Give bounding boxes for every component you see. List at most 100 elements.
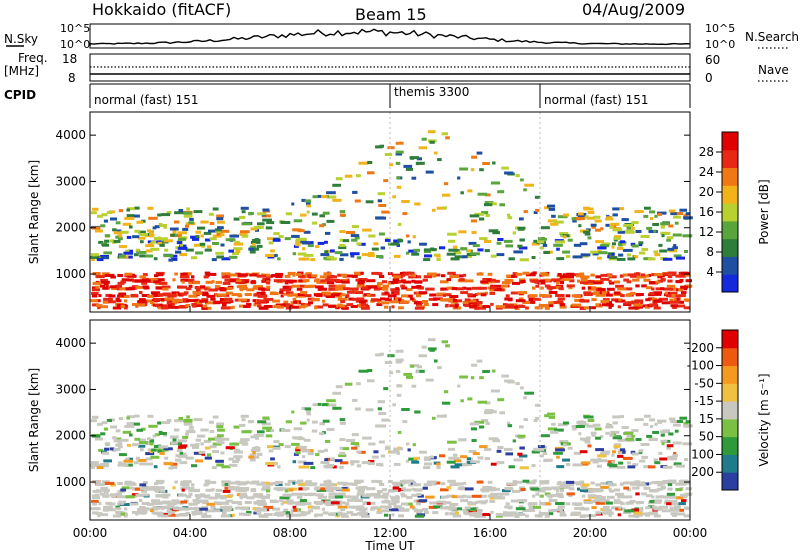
power-cell	[185, 304, 191, 307]
velocity-cell	[395, 369, 401, 373]
power-cell	[103, 282, 109, 285]
velocity-cell	[555, 502, 565, 505]
velocity-cell	[645, 482, 650, 486]
velocity-cell	[90, 463, 100, 467]
velocity-cell	[283, 508, 289, 512]
power-cell	[654, 253, 661, 257]
velocity-cell	[200, 499, 209, 503]
power-cell	[134, 253, 139, 257]
power-cell	[221, 257, 231, 261]
velocity-cell	[474, 514, 480, 518]
velocity-cell	[204, 479, 211, 483]
power-cell	[458, 230, 467, 234]
velocity-cell	[421, 345, 427, 349]
power-cell	[154, 225, 160, 229]
velocity-cell	[115, 505, 120, 509]
power-cell	[236, 285, 243, 289]
velocity-cell	[258, 514, 269, 518]
power-cell	[355, 299, 362, 303]
velocity-cell	[124, 482, 129, 486]
velocity-cell	[405, 459, 410, 463]
velocity-cell	[273, 487, 283, 491]
velocity-cell	[103, 459, 112, 463]
velocity-cell	[571, 425, 579, 429]
power-cell	[657, 212, 662, 216]
velocity-cell	[101, 421, 108, 425]
power-cell	[167, 294, 177, 298]
power-cell	[320, 279, 326, 283]
velocity-cell	[395, 349, 400, 353]
velocity-cell	[110, 425, 118, 429]
power-cell	[147, 206, 154, 210]
velocity-cell	[490, 462, 497, 466]
colorbar-swatch	[722, 238, 738, 257]
velocity-cell	[223, 481, 232, 485]
velocity-cell	[411, 487, 416, 491]
power-cell	[406, 294, 413, 298]
velocity-cell	[302, 455, 306, 459]
power-cell	[634, 210, 644, 214]
velocity-cell	[418, 499, 428, 503]
power-cell	[467, 189, 473, 193]
power-cell	[266, 285, 271, 289]
power-cell	[572, 219, 577, 223]
power-cell	[390, 288, 400, 292]
velocity-cell	[264, 486, 271, 490]
velocity-cell	[562, 421, 570, 425]
velocity-cell	[662, 495, 673, 499]
velocity-cell	[350, 513, 358, 516]
velocity-cell	[376, 511, 383, 514]
velocity-cell	[377, 407, 382, 411]
power-cell	[611, 298, 620, 302]
velocity-cell	[613, 499, 621, 503]
power-cell	[510, 291, 519, 295]
velocity-cell	[653, 507, 663, 511]
velocity-cell	[630, 450, 636, 454]
colorbar-swatch	[722, 330, 738, 349]
power-cell	[264, 278, 271, 282]
velocity-cell	[179, 451, 184, 455]
velocity-cell	[470, 376, 475, 380]
velocity-cell	[307, 505, 315, 509]
power-cell	[625, 229, 634, 233]
power-cell	[537, 237, 545, 240]
power-cell	[341, 287, 350, 291]
velocity-cell	[326, 399, 336, 403]
velocity-cell	[511, 482, 518, 486]
power-cell	[417, 286, 424, 290]
power-cell	[178, 305, 187, 309]
velocity-cell	[652, 500, 662, 504]
velocity-cell	[405, 442, 410, 446]
velocity-cell	[468, 512, 477, 516]
velocity-cell	[406, 496, 413, 500]
power-cell	[579, 272, 585, 276]
velocity-cell	[449, 512, 455, 516]
power-cell	[214, 228, 222, 232]
power-cell	[487, 278, 491, 282]
power-cell	[316, 280, 327, 284]
velocity-cell	[217, 434, 224, 438]
power-cell	[366, 294, 371, 297]
power-cell	[652, 292, 662, 296]
velocity-cell	[440, 506, 448, 510]
velocity-cell	[296, 480, 302, 484]
power-cell	[505, 244, 513, 248]
velocity-cell	[373, 450, 379, 454]
velocity-cell	[577, 422, 585, 426]
power-cell	[389, 242, 400, 246]
velocity-cell	[262, 416, 270, 420]
power-cell	[311, 212, 318, 216]
velocity-cell	[652, 505, 658, 509]
power-cell	[111, 286, 117, 290]
power-cell	[350, 254, 355, 258]
velocity-cell	[195, 459, 204, 463]
power-cell	[159, 281, 166, 285]
colorbar-tick-label: 100	[691, 447, 714, 461]
velocity-cell	[185, 456, 194, 460]
power-cell	[422, 300, 429, 303]
power-cell	[238, 298, 248, 302]
power-cell	[432, 274, 437, 278]
velocity-cell	[337, 481, 342, 485]
power-cell	[460, 191, 464, 195]
